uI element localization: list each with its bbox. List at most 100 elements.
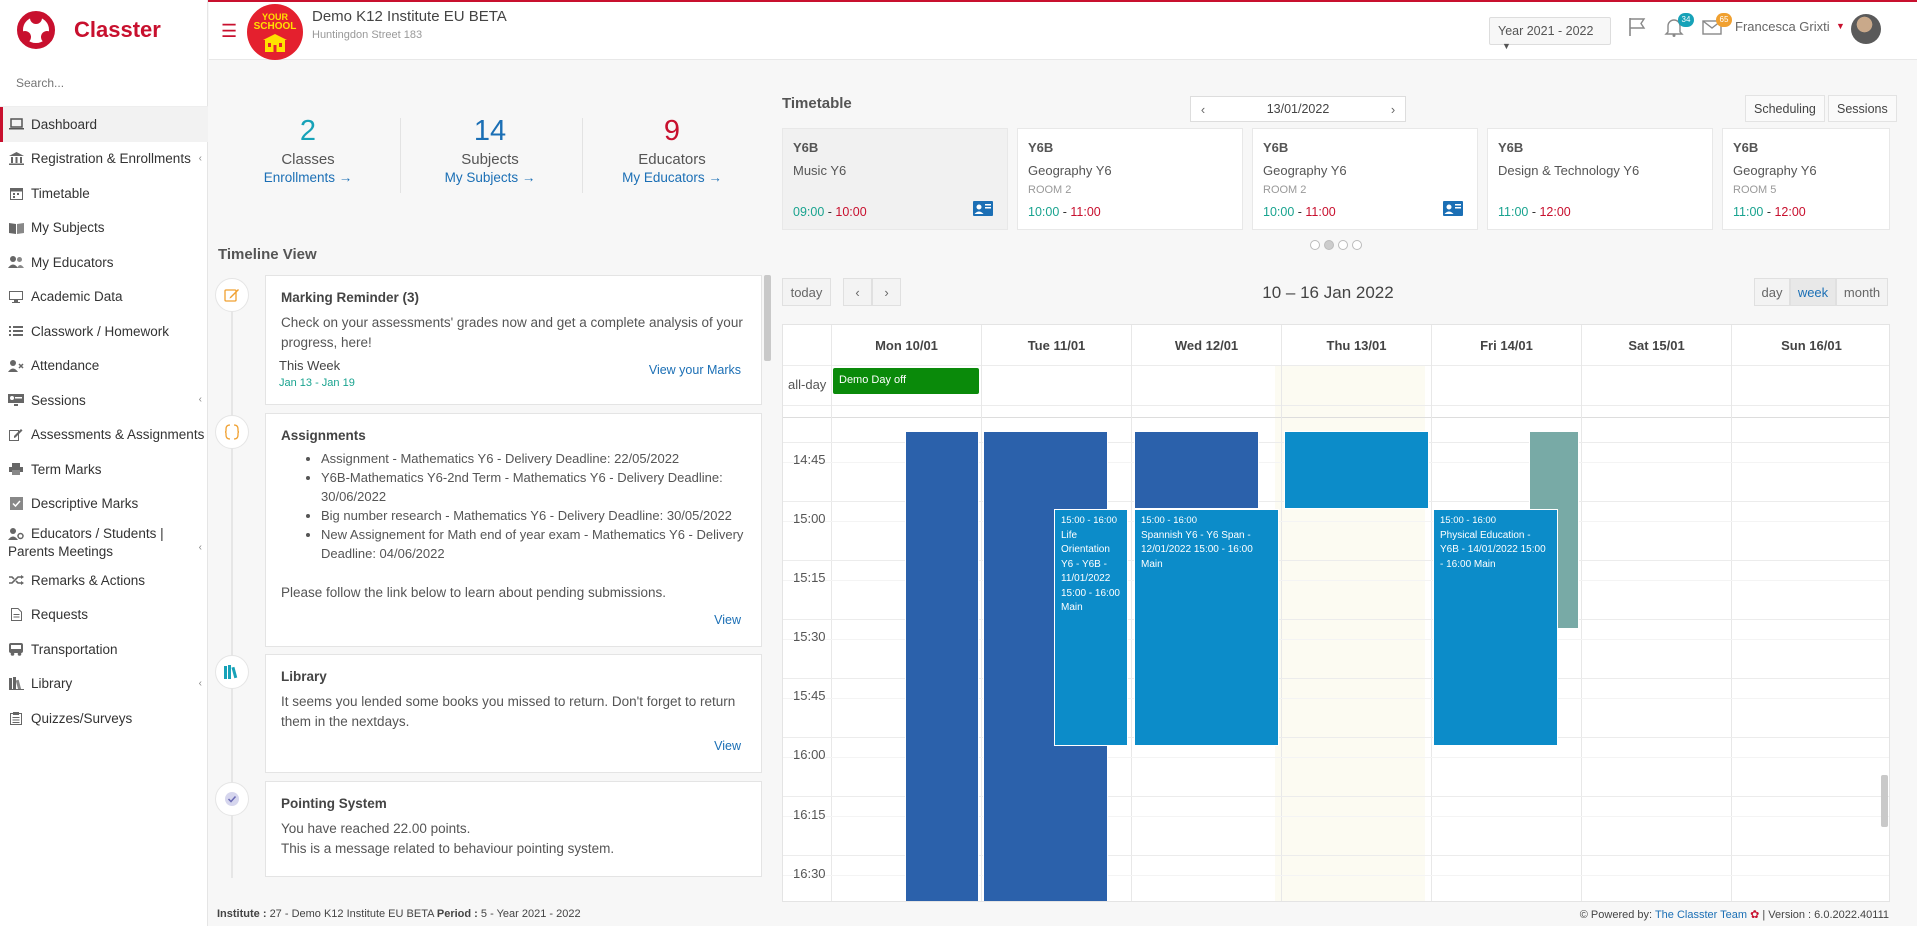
stat-link-label: My Educators xyxy=(622,170,705,185)
calendar-next-button[interactable]: › xyxy=(872,278,901,306)
flag-icon[interactable] xyxy=(1627,17,1649,39)
sidebar-item-timetable[interactable]: Timetable xyxy=(0,176,208,211)
card-start: 10:00 xyxy=(1028,205,1060,219)
video-class-icon[interactable] xyxy=(973,201,993,219)
user-name[interactable]: Francesca Grixti xyxy=(1735,19,1830,34)
bus-icon xyxy=(8,642,24,656)
time-slot-label: 16:30 xyxy=(793,866,826,881)
card-time: 09:00 - 10:00 xyxy=(793,205,867,219)
random-icon xyxy=(8,574,24,587)
stat-number: 9 xyxy=(663,115,681,147)
carousel-dot[interactable] xyxy=(1352,240,1362,250)
today-button[interactable]: today xyxy=(782,278,831,306)
event-text: Spannish Y6 - Y6 Span - 12/01/2022 15:00… xyxy=(1141,529,1253,570)
sidebar-item-remarks[interactable]: Remarks & Actions xyxy=(0,563,208,598)
timetable-card[interactable]: Y6B Design & Technology Y6 11:00 - 12:00 xyxy=(1487,128,1713,230)
view-day-button[interactable]: day xyxy=(1754,278,1790,306)
sidebar-item-attendance[interactable]: Attendance xyxy=(0,349,208,384)
calendar-event[interactable]: 15:00 - 16:00 Physical Education - Y6B -… xyxy=(1433,509,1558,746)
view-month-button[interactable]: month xyxy=(1836,278,1888,306)
calendar-event[interactable] xyxy=(1134,431,1259,509)
calendar-event[interactable] xyxy=(905,431,979,901)
chevron-left-icon: ‹ xyxy=(198,394,202,405)
sidebar-item-requests[interactable]: Requests xyxy=(0,598,208,633)
view-assignments-link[interactable]: View xyxy=(714,613,741,627)
grid-line xyxy=(783,405,1889,406)
my-educators-link[interactable]: My Educators → xyxy=(582,170,762,185)
sidebar-item-descriptive-marks[interactable]: Descriptive Marks xyxy=(0,487,208,522)
tab-scheduling[interactable]: Scheduling xyxy=(1745,95,1825,122)
view-week-button[interactable]: week xyxy=(1790,278,1836,306)
card-period: This Week xyxy=(279,358,341,373)
sidebar-item-term-marks[interactable]: Term Marks xyxy=(0,452,208,487)
classter-team-link[interactable]: The Classter Team xyxy=(1654,909,1748,921)
sidebar: Classter Dashboard Registration & Enroll… xyxy=(0,0,208,926)
enrollments-link[interactable]: Enrollments → xyxy=(218,170,398,185)
year-select[interactable]: Year 2021 - 2022 ▼ xyxy=(1489,17,1611,51)
sidebar-item-dashboard[interactable]: Dashboard xyxy=(0,107,208,142)
sidebar-item-label: Attendance xyxy=(31,358,100,374)
sidebar-item-transportation[interactable]: Transportation xyxy=(0,632,208,667)
hamburger-menu-icon[interactable]: ☰ xyxy=(221,21,238,41)
calendar-event[interactable] xyxy=(1284,431,1429,509)
calendar-prev-button[interactable]: ‹ xyxy=(843,278,872,306)
carousel-dot[interactable] xyxy=(1310,240,1320,250)
sidebar-item-my-subjects[interactable]: My Subjects xyxy=(0,211,208,246)
card-end: 12:00 xyxy=(1774,205,1806,219)
chevron-left-icon[interactable]: ‹ xyxy=(1200,101,1206,117)
my-subjects-link[interactable]: My Subjects → xyxy=(400,170,580,185)
carousel-dot[interactable] xyxy=(1324,240,1334,250)
timeline-scrollbar[interactable] xyxy=(764,275,771,361)
sidebar-item-registration[interactable]: Registration & Enrollments ‹ xyxy=(0,142,208,177)
timetable-card[interactable]: Y6B Geography Y6 ROOM 2 10:00 - 11:00 xyxy=(1017,128,1243,230)
card-room: ROOM 5 xyxy=(1733,184,1777,196)
envelope-icon[interactable]: 65 xyxy=(1702,13,1732,39)
day-header: Sun 16/01 xyxy=(1731,325,1889,365)
stat-label: Educators xyxy=(638,151,706,168)
sidebar-item-classwork[interactable]: Classwork / Homework xyxy=(0,314,208,349)
timetable-card[interactable]: Y6B Music Y6 09:00 - 10:00 xyxy=(782,128,1008,230)
stat-link-label: My Subjects xyxy=(444,170,519,185)
card-end: 11:00 xyxy=(1070,205,1101,219)
bell-icon[interactable]: 34 xyxy=(1664,13,1694,39)
day-header: Fri 14/01 xyxy=(1431,325,1581,365)
stat-label: Subjects xyxy=(461,151,519,168)
calendar-scrollbar[interactable] xyxy=(1881,775,1888,827)
event-time: 15:00 - 16:00 xyxy=(1061,515,1117,526)
sidebar-search-input[interactable] xyxy=(16,76,196,90)
view-marks-link[interactable]: View your Marks xyxy=(648,363,741,377)
sidebar-item-academic-data[interactable]: Academic Data xyxy=(0,280,208,315)
calendar-range-title: 10 – 16 Jan 2022 xyxy=(1262,283,1394,302)
time-slot-label: 16:00 xyxy=(793,747,826,762)
avatar[interactable] xyxy=(1851,14,1881,44)
sidebar-item-label: Assessments & Assignments xyxy=(31,427,205,443)
time-slot-label: 15:15 xyxy=(793,570,826,585)
sidebar-item-sessions[interactable]: Sessions ‹ xyxy=(0,383,208,418)
carousel-dot[interactable] xyxy=(1338,240,1348,250)
sidebar-item-assessments[interactable]: Assessments & Assignments xyxy=(0,418,208,453)
app-logo[interactable]: Classter xyxy=(16,10,161,50)
sidebar-item-label: My Subjects xyxy=(31,220,105,236)
chevron-right-icon[interactable]: › xyxy=(1390,101,1396,117)
grid-line xyxy=(783,580,1889,581)
timetable-date[interactable]: 13/01/2022 xyxy=(1266,102,1330,116)
caret-down-icon[interactable]: ▼ xyxy=(1836,21,1845,31)
timetable-card[interactable]: Y6B Geography Y6 ROOM 2 10:00 - 11:00 xyxy=(1252,128,1478,230)
grid-line xyxy=(783,560,1889,561)
footer-period-label: Period : xyxy=(436,908,478,920)
view-library-link[interactable]: View xyxy=(714,739,741,753)
event-text: Life Orientation Y6 - Y6B - 11/01/2022 1… xyxy=(1061,529,1120,614)
calendar-event[interactable]: 15:00 - 16:00 Spannish Y6 - Y6 Span - 12… xyxy=(1134,509,1279,746)
list-icon xyxy=(8,325,24,338)
tab-sessions[interactable]: Sessions xyxy=(1828,95,1897,122)
allday-label: all-day xyxy=(788,377,827,392)
calendar-event[interactable]: 15:00 - 16:00 Life Orientation Y6 - Y6B … xyxy=(1054,509,1128,746)
sidebar-item-quizzes[interactable]: Quizzes/Surveys xyxy=(0,701,208,736)
sidebar-item-library[interactable]: Library ‹ xyxy=(0,667,208,702)
laptop-icon xyxy=(8,118,24,131)
sidebar-item-my-educators[interactable]: My Educators xyxy=(0,245,208,280)
allday-event[interactable]: Demo Day off xyxy=(833,368,979,394)
video-class-icon[interactable] xyxy=(1443,201,1463,219)
timetable-card[interactable]: Y6B Geography Y6 ROOM 5 11:00 - 12:00 xyxy=(1722,128,1890,230)
sidebar-item-meetings[interactable]: Educators / Students | Parents Meetings … xyxy=(0,521,208,563)
